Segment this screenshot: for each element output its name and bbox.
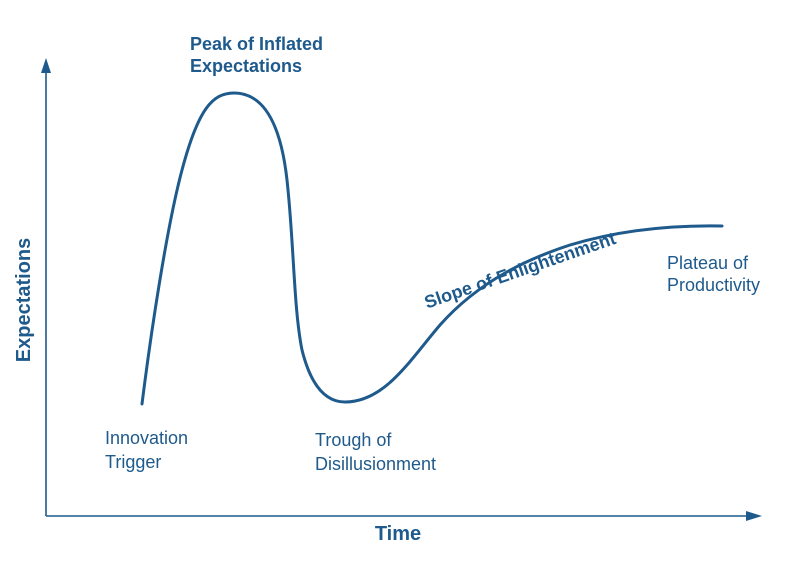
innovation-trigger-label-line-2: Trigger bbox=[105, 452, 161, 472]
x-axis-arrowhead-icon bbox=[746, 511, 762, 521]
peak-label-line-1: Peak of Inflated bbox=[190, 34, 323, 54]
x-axis-title: Time bbox=[375, 523, 421, 545]
plateau-label-line-2: Productivity bbox=[667, 275, 760, 295]
y-axis-title: Expectations bbox=[13, 238, 35, 362]
trough-label-line-2: Disillusionment bbox=[315, 454, 436, 474]
y-axis-arrowhead-icon bbox=[41, 58, 51, 73]
plateau-label-line-1: Plateau of bbox=[667, 253, 749, 273]
hype-curve bbox=[140, 91, 724, 406]
trough-label-line-1: Trough of bbox=[315, 430, 392, 450]
slope-label: Slope of Enlightenment bbox=[422, 228, 619, 312]
innovation-trigger-label-line-1: Innovation bbox=[105, 428, 188, 448]
peak-label-line-2: Expectations bbox=[190, 56, 302, 76]
